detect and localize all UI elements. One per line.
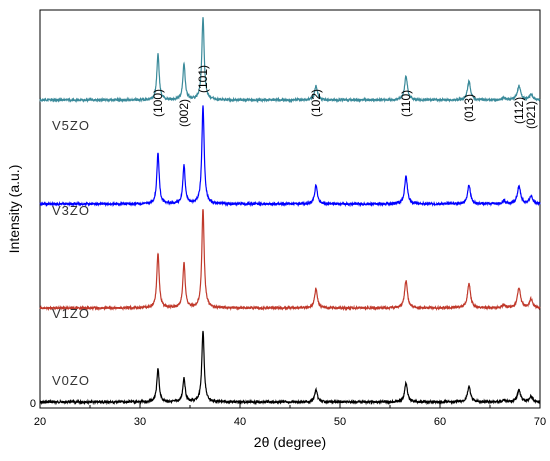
peak-label: (102) (309, 89, 323, 117)
x-tick-label: 70 (534, 416, 546, 428)
peak-label: (100) (151, 89, 165, 117)
peak-label: (110) (399, 90, 413, 117)
series-label: V5ZO (52, 118, 90, 133)
peak-label: (101) (196, 65, 210, 93)
y-tick-label: 0 (30, 398, 36, 410)
peak-label: (112) (512, 97, 526, 124)
peak-label: (021) (524, 101, 538, 129)
series-label: V0ZO (52, 373, 90, 388)
peak-labels: (100) (002) (101) (102) (110) (013) (112)(021) (151, 65, 538, 129)
x-tick-label: 30 (134, 416, 146, 428)
x-axis-title: 2θ (degree) (254, 434, 326, 450)
peak-label: (013) (462, 94, 476, 122)
series-lines (39, 17, 541, 406)
series-labels: V0ZO V1ZO V3ZO V5ZO (52, 118, 90, 388)
x-tick-label: 60 (434, 416, 446, 428)
series-label: V1ZO (52, 306, 90, 321)
peak-label: (002) (177, 99, 191, 127)
x-tick-label: 20 (34, 416, 46, 428)
plot-frame (39, 9, 541, 409)
x-axis: 20 30 40 50 60 70 (34, 403, 546, 428)
x-tick-label: 40 (234, 416, 246, 428)
x-tick-label: 50 (334, 416, 346, 428)
series-line (39, 105, 541, 208)
series-label: V3ZO (52, 203, 90, 218)
series-line (39, 17, 541, 104)
series-line (39, 330, 541, 406)
series-line (39, 209, 541, 312)
y-axis-title: Intensity (a.u.) (6, 165, 22, 254)
